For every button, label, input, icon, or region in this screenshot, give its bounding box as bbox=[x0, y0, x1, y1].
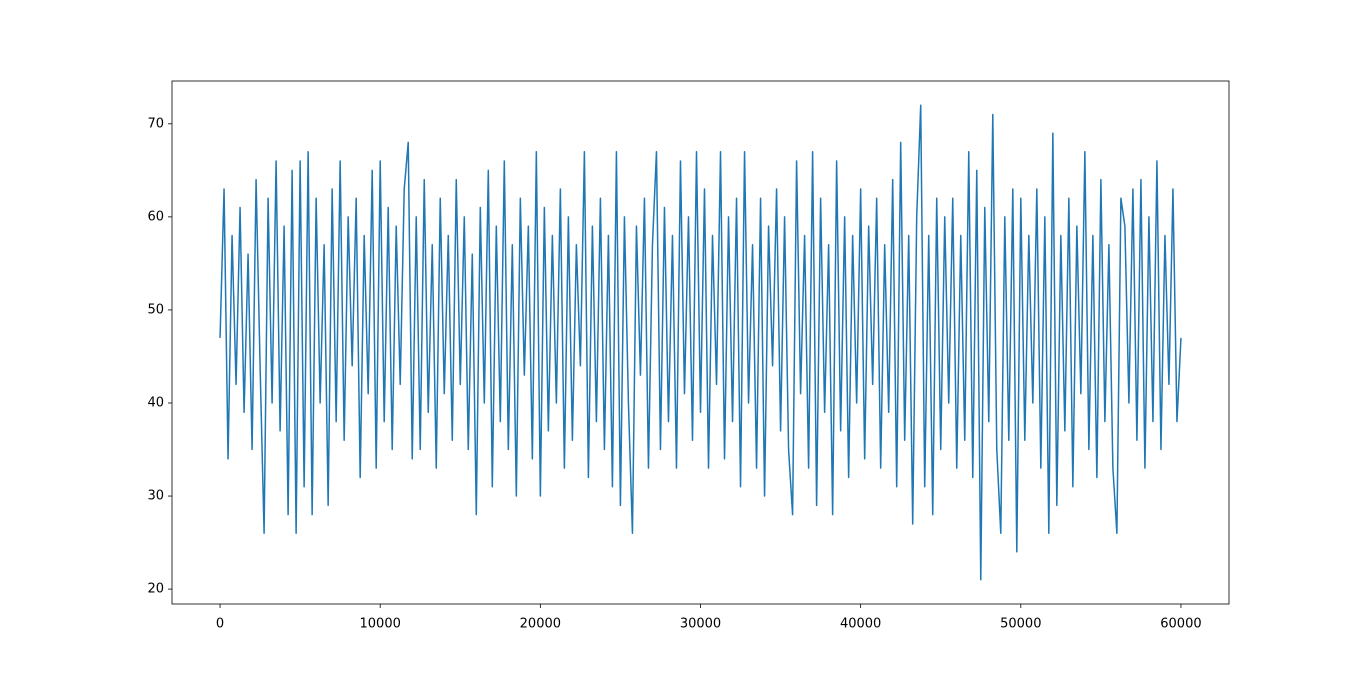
data-line bbox=[219, 104, 1182, 581]
x-tick-label: 30000 bbox=[680, 617, 721, 632]
x-tick-label: 0 bbox=[216, 617, 224, 632]
x-tick-label: 40000 bbox=[840, 617, 881, 632]
y-tick-label: 40 bbox=[147, 395, 164, 410]
y-tick-label: 20 bbox=[147, 582, 164, 597]
y-tick-label: 30 bbox=[147, 489, 164, 504]
x-tick-label: 20000 bbox=[520, 617, 561, 632]
x-tick-label: 10000 bbox=[360, 617, 401, 632]
y-tick-label: 70 bbox=[147, 116, 164, 131]
x-tick-label: 50000 bbox=[1000, 617, 1041, 632]
y-tick-label: 50 bbox=[147, 302, 164, 317]
x-tick-label: 60000 bbox=[1160, 617, 1201, 632]
y-tick-label: 60 bbox=[147, 209, 164, 224]
